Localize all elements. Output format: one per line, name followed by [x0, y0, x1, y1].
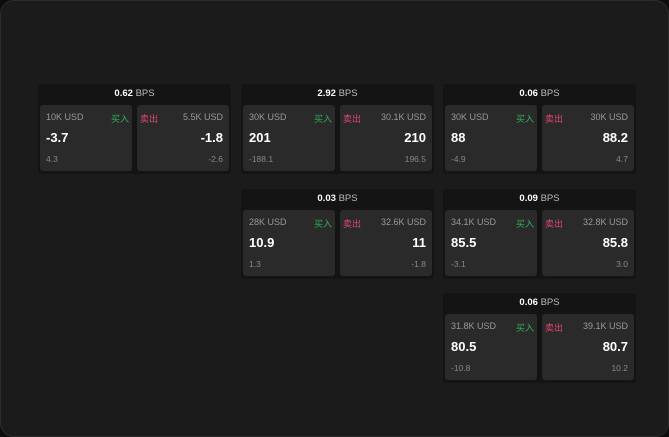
quote-card: 0.03 BPS 28K USD 买入 10.9 1.3 卖出 32.6K US…	[241, 189, 434, 279]
sell-button[interactable]: 卖出 39.1K USD 80.7 10.2	[542, 314, 634, 380]
spread-unit: BPS	[540, 193, 560, 204]
buy-change: -4.9	[451, 154, 466, 164]
spread-unit: BPS	[338, 88, 358, 99]
buy-label: 买入	[313, 114, 332, 124]
quote-card: 0.06 BPS 30K USD 买入 88 -4.9 卖出 30K USD 8…	[443, 84, 636, 174]
spread-unit: BPS	[540, 297, 560, 308]
sell-label: 卖出	[545, 323, 564, 333]
buy-amount: 30K USD	[249, 112, 287, 122]
buy-button[interactable]: 10K USD 买入 -3.7 4.3	[40, 105, 132, 171]
sell-button[interactable]: 卖出 32.8K USD 85.8 3.0	[542, 210, 634, 276]
buy-change: 1.3	[249, 259, 261, 269]
buy-price: 80.5	[451, 339, 477, 354]
sell-amount: 32.6K USD	[380, 217, 426, 227]
sell-button[interactable]: 卖出 30.1K USD 210 196.5	[340, 105, 432, 171]
buy-amount: 28K USD	[249, 217, 287, 227]
sell-amount: 30K USD	[590, 112, 628, 122]
sell-button[interactable]: 卖出 5.5K USD -1.8 -2.6	[137, 105, 229, 171]
quote-card: 0.62 BPS 10K USD 买入 -3.7 4.3 卖出 5.5K USD…	[38, 84, 231, 174]
sell-amount: 5.5K USD	[182, 112, 223, 122]
buy-label: 买入	[515, 114, 534, 124]
sell-price: -1.8	[200, 130, 223, 145]
buy-amount: 31.8K USD	[451, 321, 497, 331]
sell-price: 88.2	[602, 130, 628, 145]
buy-label: 买入	[313, 219, 332, 229]
sell-label: 卖出	[545, 219, 564, 229]
spread-unit: BPS	[540, 88, 560, 99]
spread-header: 0.06 BPS	[443, 84, 636, 104]
buy-price: -3.7	[46, 130, 69, 145]
sell-label: 卖出	[140, 114, 159, 124]
buy-label: 买入	[515, 219, 534, 229]
buy-button[interactable]: 30K USD 买入 201 -188.1	[243, 105, 335, 171]
sell-price: 11	[412, 235, 426, 250]
sell-price: 85.8	[602, 235, 628, 250]
buy-button[interactable]: 34.1K USD 买入 85.5 -3.1	[445, 210, 537, 276]
spread-header: 0.03 BPS	[241, 189, 434, 209]
sell-price: 80.7	[602, 339, 628, 354]
buy-change: -188.1	[249, 154, 274, 164]
sell-change: 4.7	[616, 154, 628, 164]
spread-header: 0.62 BPS	[38, 84, 231, 104]
buy-price: 10.9	[249, 235, 275, 250]
sell-button[interactable]: 卖出 32.6K USD 11 -1.8	[340, 210, 432, 276]
spread-value: 2.92	[317, 88, 336, 99]
sell-change: 196.5	[404, 154, 426, 164]
spread-header: 0.06 BPS	[443, 293, 636, 313]
spread-value: 0.06	[519, 297, 538, 308]
sell-label: 卖出	[343, 114, 362, 124]
sell-change: 3.0	[616, 259, 628, 269]
spread-header: 0.09 BPS	[443, 189, 636, 209]
quote-card: 0.09 BPS 34.1K USD 买入 85.5 -3.1 卖出 32.8K…	[443, 189, 636, 279]
spread-value: 0.09	[519, 193, 538, 204]
sell-change: -2.6	[208, 154, 223, 164]
sell-label: 卖出	[545, 114, 564, 124]
sell-amount: 39.1K USD	[582, 321, 628, 331]
sell-amount: 30.1K USD	[380, 112, 426, 122]
spread-header: 2.92 BPS	[241, 84, 434, 104]
buy-label: 买入	[515, 323, 534, 333]
buy-label: 买入	[110, 114, 129, 124]
buy-change: -3.1	[451, 259, 466, 269]
buy-price: 201	[249, 130, 271, 145]
buy-amount: 34.1K USD	[451, 217, 497, 227]
sell-button[interactable]: 卖出 30K USD 88.2 4.7	[542, 105, 634, 171]
buy-button[interactable]: 31.8K USD 买入 80.5 -10.8	[445, 314, 537, 380]
sell-change: -1.8	[411, 259, 426, 269]
buy-change: 4.3	[46, 154, 58, 164]
quote-card: 0.06 BPS 31.8K USD 买入 80.5 -10.8 卖出 39.1…	[443, 293, 636, 383]
buy-amount: 30K USD	[451, 112, 489, 122]
buy-button[interactable]: 30K USD 买入 88 -4.9	[445, 105, 537, 171]
sell-change: 10.2	[611, 363, 628, 373]
buy-price: 88	[451, 130, 466, 145]
spread-value: 0.62	[114, 88, 133, 99]
spread-unit: BPS	[135, 88, 155, 99]
spread-value: 0.06	[519, 88, 538, 99]
buy-change: -10.8	[451, 363, 471, 373]
quote-card: 2.92 BPS 30K USD 买入 201 -188.1 卖出 30.1K …	[241, 84, 434, 174]
buy-button[interactable]: 28K USD 买入 10.9 1.3	[243, 210, 335, 276]
sell-amount: 32.8K USD	[582, 217, 628, 227]
buy-price: 85.5	[451, 235, 477, 250]
buy-amount: 10K USD	[46, 112, 84, 122]
sell-label: 卖出	[343, 219, 362, 229]
sell-price: 210	[404, 130, 426, 145]
spread-value: 0.03	[317, 193, 336, 204]
spread-unit: BPS	[338, 193, 358, 204]
